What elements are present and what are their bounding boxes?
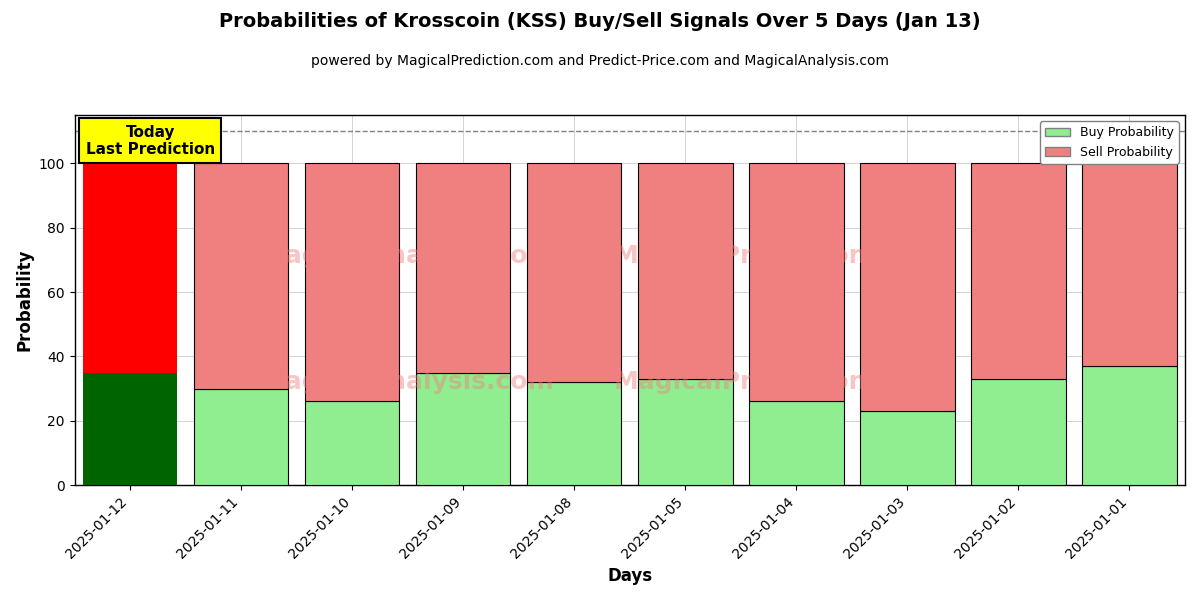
Bar (527, 163, 622, 382)
Bar (638, 163, 732, 379)
Bar (194, 389, 288, 485)
Bar (416, 373, 510, 485)
Bar (83, 163, 178, 373)
Bar (749, 163, 844, 401)
Bar (860, 163, 955, 411)
Bar (971, 163, 1066, 379)
Bar (1082, 163, 1177, 366)
Text: Probabilities of Krosscoin (KSS) Buy/Sell Signals Over 5 Days (Jan 13): Probabilities of Krosscoin (KSS) Buy/Sel… (220, 12, 980, 31)
Legend: Buy Probability, Sell Probability: Buy Probability, Sell Probability (1040, 121, 1178, 164)
Bar (305, 401, 400, 485)
Bar (83, 373, 178, 485)
Text: MagicalPrediction.com: MagicalPrediction.com (613, 370, 935, 394)
Bar (194, 163, 288, 389)
Bar (971, 379, 1066, 485)
Bar (416, 163, 510, 373)
Bar (527, 382, 622, 485)
X-axis label: Days: Days (607, 567, 653, 585)
Bar (860, 411, 955, 485)
Text: MagicalAnalysis.com: MagicalAnalysis.com (260, 244, 554, 268)
Bar (1082, 366, 1177, 485)
Text: MagicalAnalysis.com: MagicalAnalysis.com (260, 370, 554, 394)
Bar (749, 401, 844, 485)
Text: Today
Last Prediction: Today Last Prediction (85, 125, 215, 157)
Text: powered by MagicalPrediction.com and Predict-Price.com and MagicalAnalysis.com: powered by MagicalPrediction.com and Pre… (311, 54, 889, 68)
Bar (305, 163, 400, 401)
Text: MagicalPrediction.com: MagicalPrediction.com (613, 244, 935, 268)
Y-axis label: Probability: Probability (16, 249, 34, 352)
Bar (638, 379, 732, 485)
